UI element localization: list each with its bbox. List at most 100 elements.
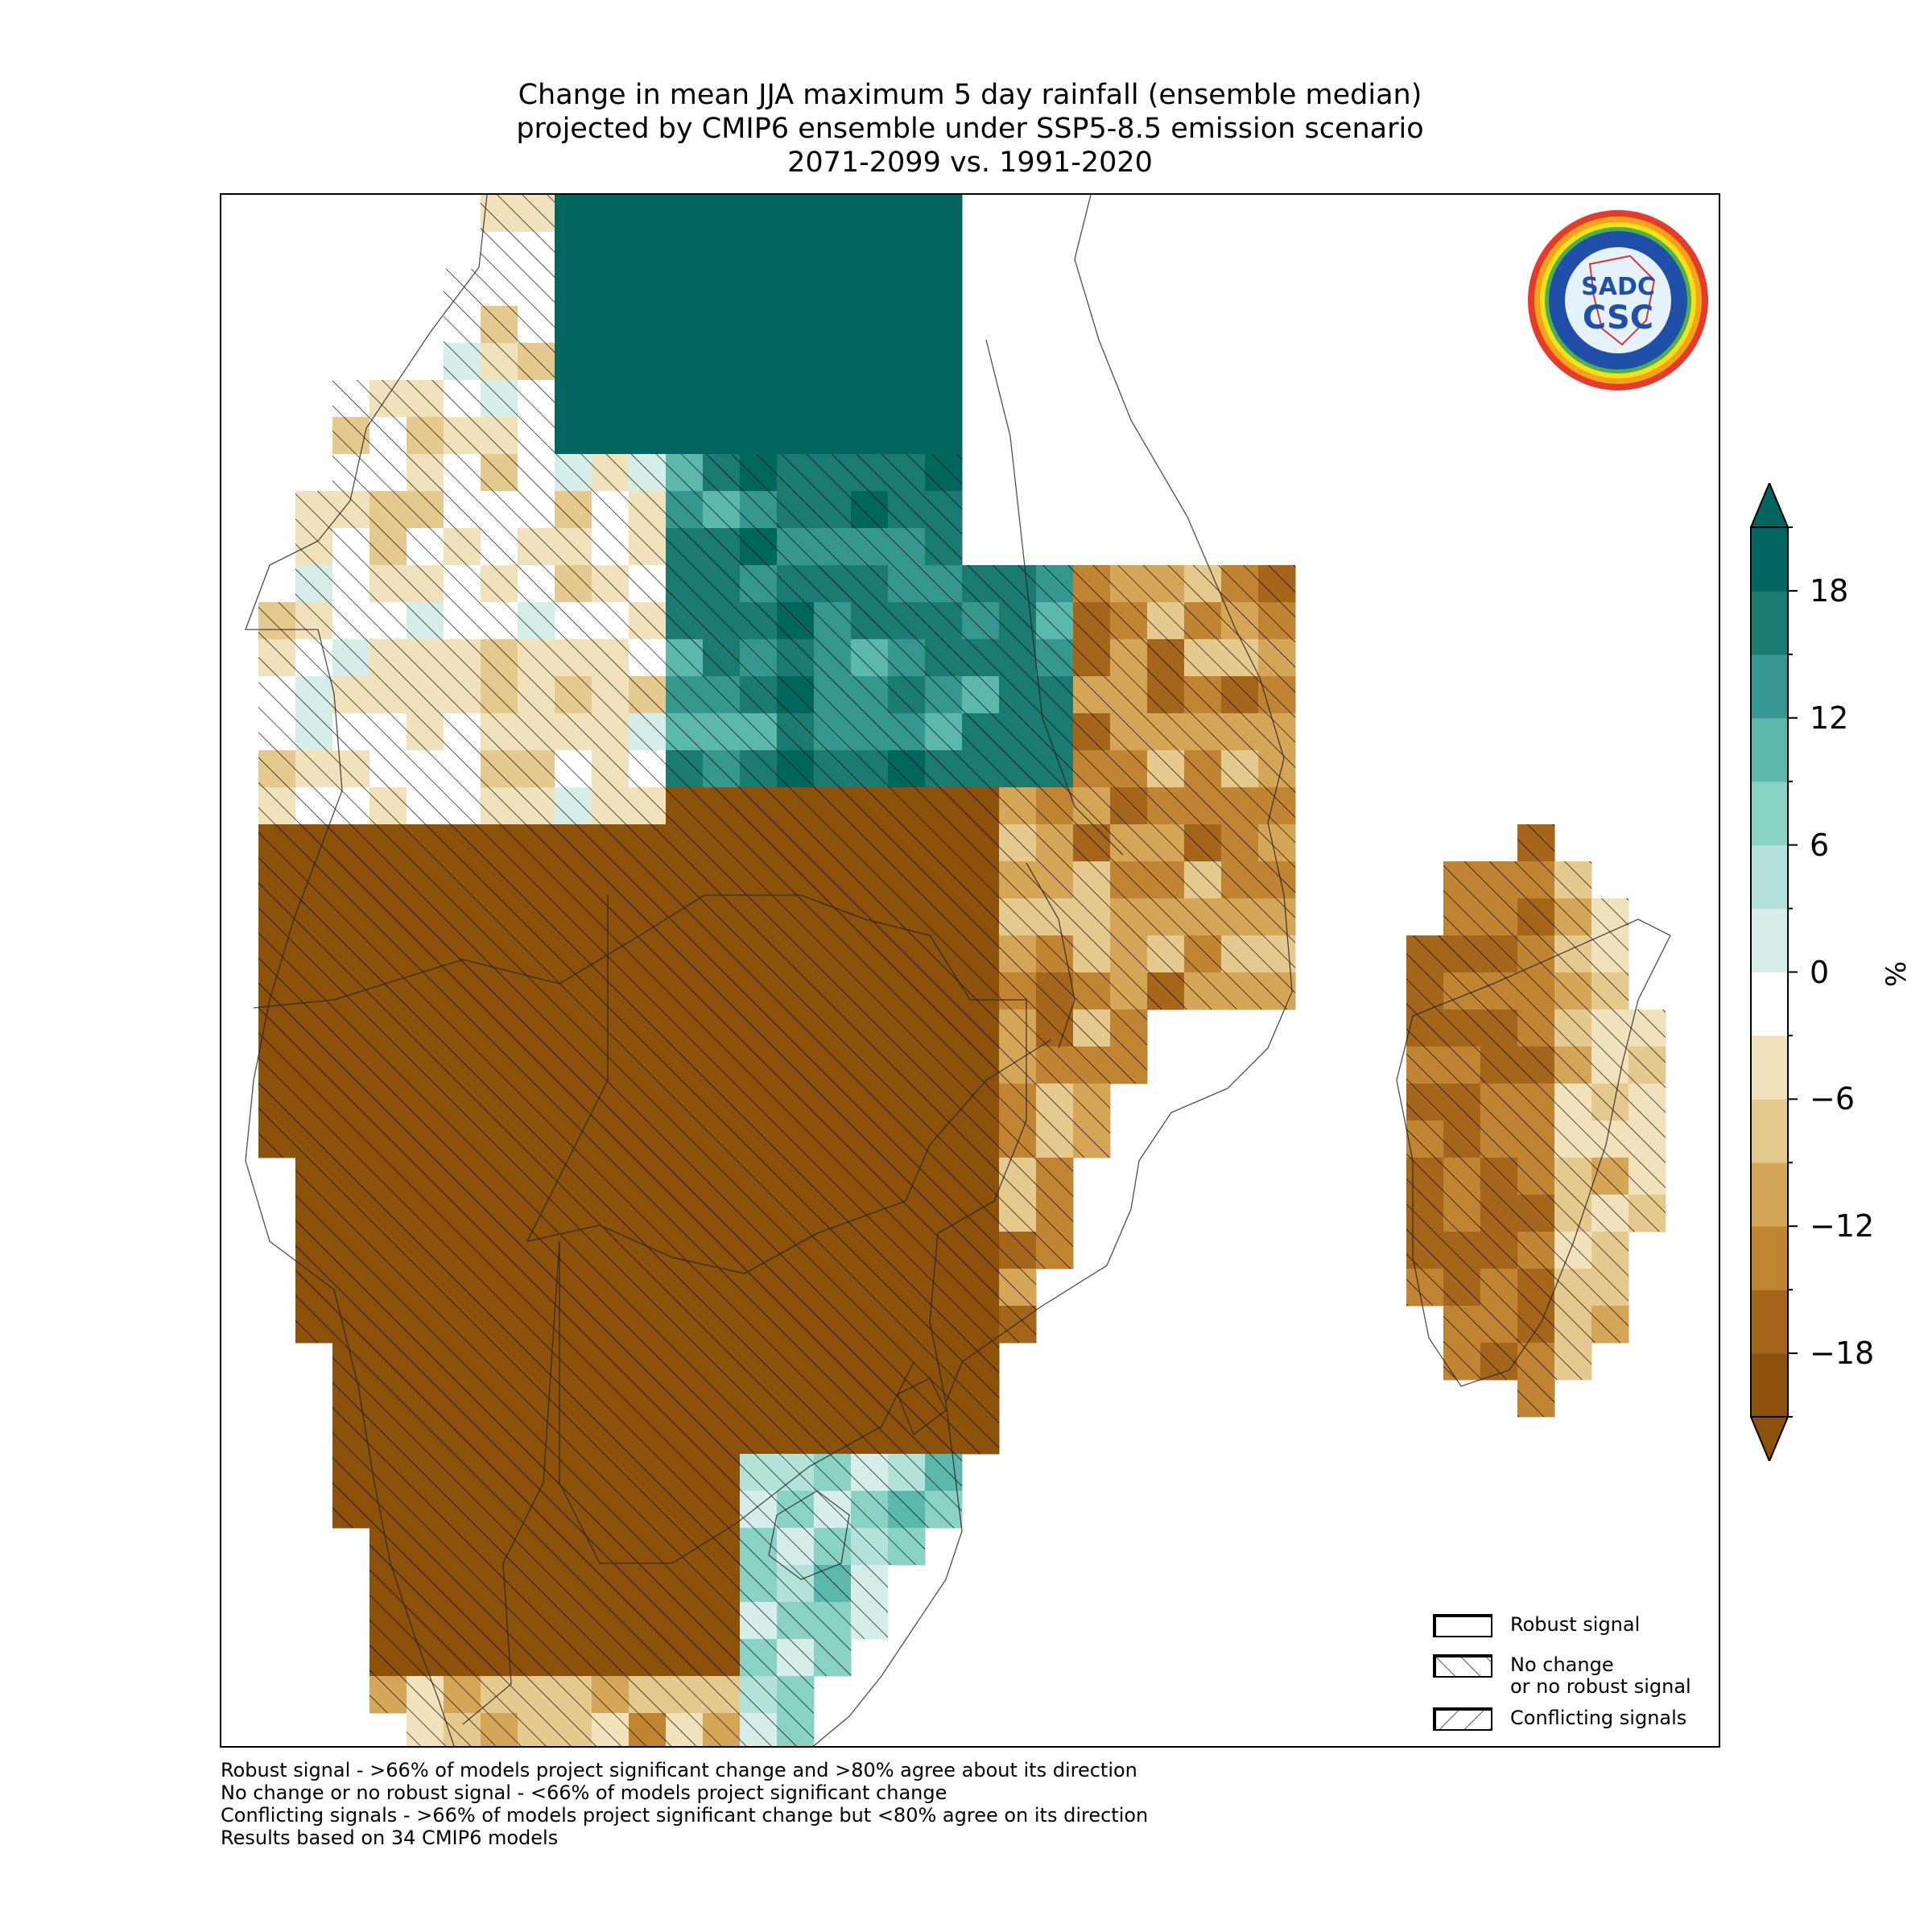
hatch-cell <box>1073 824 1110 861</box>
hatch-cell <box>1517 1158 1554 1195</box>
hatch-cell <box>888 1306 925 1343</box>
colorbar-tick-label: −12 <box>1810 1208 1875 1245</box>
hatch-cell <box>1110 824 1147 861</box>
hatch-cell <box>518 1158 555 1195</box>
hatch-cell <box>851 1602 888 1639</box>
grid-cell <box>925 269 963 307</box>
hatch-cell <box>777 1158 814 1195</box>
colorbar-segment <box>1751 717 1788 782</box>
hatch-cell <box>629 1565 666 1602</box>
hatch-cell <box>444 1602 481 1639</box>
hatch-cell <box>962 1306 999 1343</box>
hatch-cell <box>444 1121 481 1158</box>
hatch-cell <box>444 1454 481 1491</box>
hatch-cell <box>925 1380 962 1417</box>
hatch-cell <box>332 824 369 861</box>
hatch-cell <box>1480 935 1517 972</box>
grid-cell <box>666 269 704 307</box>
hatch-cell <box>1406 935 1443 972</box>
hatch-cell <box>1517 972 1554 1009</box>
hatch-cell <box>851 861 888 898</box>
grid-cell <box>740 380 778 418</box>
grid-cell <box>666 306 704 344</box>
hatch-cell <box>1184 972 1221 1009</box>
hatch-cell <box>555 1602 592 1639</box>
hatch-cell <box>258 1046 295 1084</box>
hatch-cell <box>1036 1046 1073 1084</box>
hatch-cell <box>1517 935 1554 972</box>
hatch-cell <box>1036 639 1073 676</box>
hatch-cell <box>851 1528 888 1565</box>
hatch-cell <box>925 824 962 861</box>
hatch-cell <box>295 1232 332 1269</box>
hatch-cell <box>332 602 369 639</box>
hatch-cell <box>925 1417 962 1454</box>
hatch-cell <box>925 861 962 898</box>
hatch-cell <box>925 1046 962 1084</box>
hatch-cell <box>592 1565 629 1602</box>
hatch-cell <box>481 1417 518 1454</box>
grid-cell <box>814 195 852 233</box>
grid-cell <box>592 380 630 418</box>
hatch-cell <box>1629 1195 1666 1232</box>
hatch-cell <box>332 1306 369 1343</box>
hatch-cell <box>444 602 481 639</box>
hatch-cell <box>332 1343 369 1380</box>
hatch-cell <box>777 972 814 1009</box>
hatch-cell <box>814 824 851 861</box>
hatch-cell <box>814 1639 851 1676</box>
hatch-cell <box>518 1528 555 1565</box>
hatch-cell <box>407 1602 444 1639</box>
hatch-cell <box>481 1084 518 1121</box>
hatch-cell <box>666 1046 703 1084</box>
legend-conflicting-label: Conflicting signals <box>1510 1707 1687 1729</box>
hatch-cell <box>962 565 999 602</box>
hatch-cell <box>703 1195 740 1232</box>
hatch-cell <box>703 1602 740 1639</box>
hatch-cell <box>444 528 481 565</box>
grid-cell <box>740 269 778 307</box>
hatch-cell <box>518 1195 555 1232</box>
hatch-cell <box>703 1343 740 1380</box>
hatch-cell <box>481 824 518 861</box>
grid-cell <box>925 195 963 233</box>
hatch-cell <box>888 1343 925 1380</box>
hatch-cell <box>555 1676 592 1713</box>
hatch-cell <box>332 1158 369 1195</box>
hatch-cell <box>814 454 851 491</box>
hatch-cell <box>629 1417 666 1454</box>
grid-cell <box>629 380 667 418</box>
hatch-cell <box>369 935 407 972</box>
hatch-cell <box>258 750 295 787</box>
border-zambia <box>526 895 1051 1274</box>
hatch-cell <box>925 1491 962 1528</box>
hatch-cell <box>925 1195 962 1232</box>
hatch-cell <box>851 935 888 972</box>
hatch-cell <box>740 861 777 898</box>
hatch-cell <box>629 1454 666 1491</box>
hatch-cell <box>629 713 666 750</box>
hatch-cell <box>1147 898 1184 935</box>
hatch-cell <box>407 565 444 602</box>
hatch-cell <box>258 787 295 824</box>
hatch-cell <box>814 787 851 824</box>
hatch-cell <box>629 972 666 1009</box>
hatch-cell <box>592 1084 629 1121</box>
hatch-cell <box>555 528 592 565</box>
hatch-cell <box>518 380 555 417</box>
hatch-cell <box>332 1380 369 1417</box>
hatch-cell <box>777 1454 814 1491</box>
colorbar-tick-label: 18 <box>1810 572 1849 609</box>
hatch-cell <box>740 824 777 861</box>
hatch-cell <box>481 232 518 269</box>
coastline <box>245 195 488 1746</box>
hatch-cell <box>444 824 481 861</box>
grid-cell <box>666 343 704 381</box>
hatch-cell <box>444 1046 481 1084</box>
hatch-cell <box>1591 1195 1629 1232</box>
hatch-cell <box>592 528 629 565</box>
hatch-cell <box>518 454 555 491</box>
footnote-conflicting: Conflicting signals - >66% of models pro… <box>221 1804 1149 1827</box>
hatch-cell <box>369 1269 407 1306</box>
hatch-cell <box>851 602 888 639</box>
